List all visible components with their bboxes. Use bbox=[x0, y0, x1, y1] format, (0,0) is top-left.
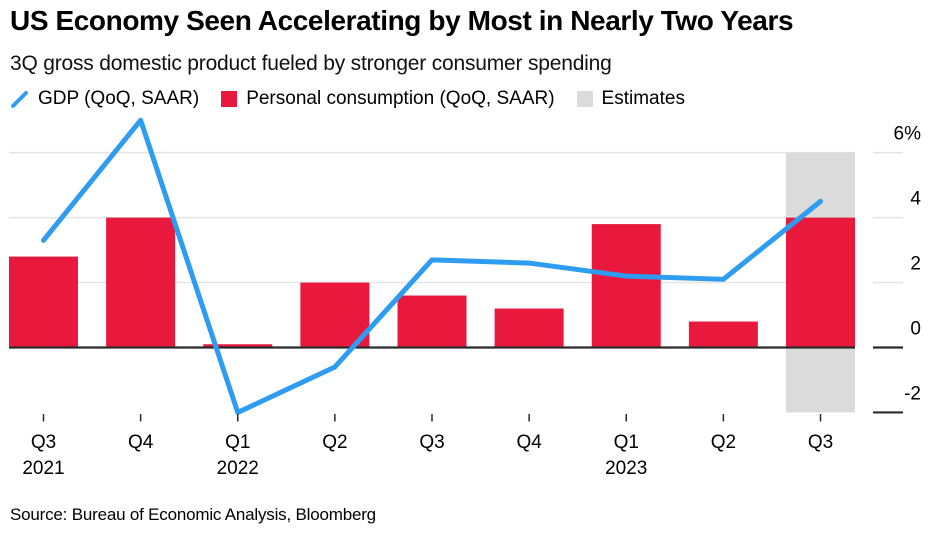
x-label-quarter-Q4-2022: Q4 bbox=[516, 432, 542, 453]
consumption-bar-Q4-2022 bbox=[494, 308, 564, 348]
consumption-bar-Q1-2023 bbox=[591, 224, 661, 348]
consumption-bar-Q1-2022 bbox=[203, 344, 273, 348]
x-label-quarter-Q3-2023: Q3 bbox=[808, 432, 833, 453]
legend-item-gdp: GDP (QoQ, SAAR) bbox=[10, 88, 199, 110]
legend-label-consumption: Personal consumption (QoQ, SAAR) bbox=[246, 88, 555, 109]
legend-label-gdp: GDP (QoQ, SAAR) bbox=[38, 88, 200, 109]
x-label-quarter-Q1-2022: Q1 bbox=[225, 432, 250, 453]
chart-subtitle: 3Q gross domestic product fueled by stro… bbox=[10, 52, 612, 75]
legend-item-estimates: Estimates bbox=[576, 88, 685, 110]
estimates-swatch-icon bbox=[576, 91, 593, 107]
consumption-bar-Q3-2023 bbox=[786, 217, 855, 348]
y-tick-label-4: 4 bbox=[910, 189, 921, 210]
x-label-quarter-Q4-2021: Q4 bbox=[128, 432, 154, 453]
x-label-quarter-Q1-2023: Q1 bbox=[614, 432, 639, 453]
y-tick-label--2: -2 bbox=[904, 383, 921, 404]
consumption-bar-Q4-2021 bbox=[106, 217, 176, 348]
x-label-year-2022: 2022 bbox=[217, 458, 259, 479]
x-label-quarter-Q3-2021: Q3 bbox=[31, 432, 56, 453]
x-label-quarter-Q2-2022: Q2 bbox=[322, 432, 347, 453]
y-tick-label-2: 2 bbox=[910, 254, 921, 275]
x-label-year-2021: 2021 bbox=[22, 458, 64, 479]
gdp-line bbox=[41, 117, 823, 415]
consumption-bar-Q2-2023 bbox=[688, 321, 758, 348]
legend: GDP (QoQ, SAAR) Personal consumption (Qo… bbox=[10, 88, 685, 110]
source-note: Source: Bureau of Economic Analysis, Blo… bbox=[10, 505, 376, 524]
consumption-bar-swatch-icon bbox=[221, 91, 238, 107]
consumption-bar-Q2-2022 bbox=[300, 282, 370, 348]
x-label-quarter-Q2-2023: Q2 bbox=[711, 432, 736, 453]
gdp-line-swatch-icon bbox=[11, 90, 28, 108]
consumption-bar-Q3-2021 bbox=[9, 256, 78, 348]
y-tick-label-0: 0 bbox=[910, 319, 921, 340]
y-tick-label-6: 6% bbox=[894, 124, 922, 145]
x-label-year-2023: 2023 bbox=[605, 458, 647, 479]
legend-item-consumption: Personal consumption (QoQ, SAAR) bbox=[221, 88, 555, 110]
consumption-bar-Q3-2022 bbox=[397, 295, 467, 348]
chart-title: US Economy Seen Accelerating by Most in … bbox=[10, 5, 794, 36]
legend-label-estimates: Estimates bbox=[601, 88, 685, 109]
x-label-quarter-Q3-2022: Q3 bbox=[419, 432, 444, 453]
